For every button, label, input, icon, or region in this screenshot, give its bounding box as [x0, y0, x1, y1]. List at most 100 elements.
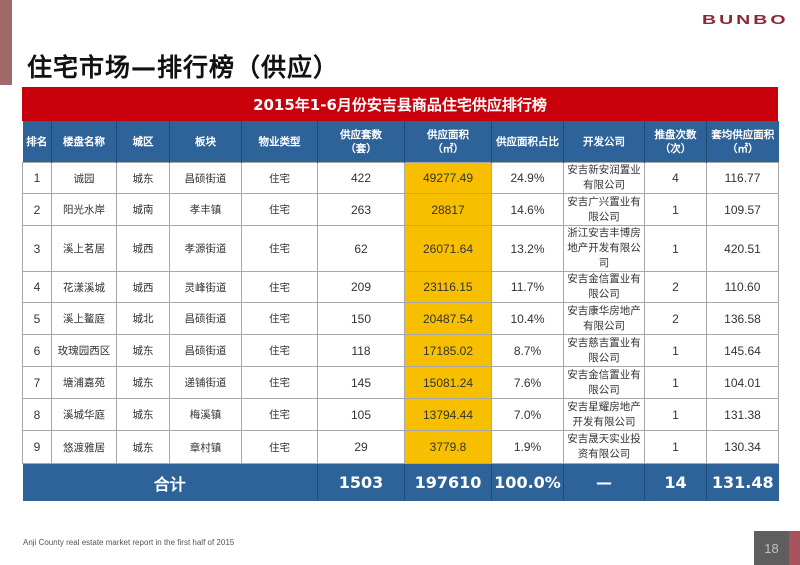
- property-type-cell: 住宅: [241, 430, 318, 464]
- launches-cell: 1: [644, 334, 707, 367]
- total-row: 合计 1503 197610 100.0% — 14 131.48: [22, 463, 779, 501]
- units-cell: 209: [317, 271, 405, 303]
- property-type-cell: 住宅: [241, 225, 318, 272]
- column-header: 供应面积 （㎡）: [404, 121, 492, 163]
- total-avg-area: 131.48: [706, 463, 779, 501]
- launches-cell: 1: [644, 430, 707, 464]
- rank-cell: 9: [22, 430, 52, 464]
- project-name-cell: 塘浦嘉苑: [51, 366, 117, 399]
- rank-cell: 5: [22, 302, 52, 335]
- column-header-unit: （㎡）: [432, 142, 464, 155]
- supply-area-cell: 26071.64: [404, 225, 492, 272]
- decorative-page-bar: [789, 531, 800, 565]
- project-name-cell: 溪城华庭: [51, 398, 117, 431]
- column-header-label: 推盘次数: [654, 128, 697, 141]
- developer-cell: 安吉金信置业有限公司: [563, 271, 645, 303]
- district-cell: 城东: [116, 162, 170, 194]
- column-header: 物业类型: [241, 121, 318, 163]
- project-name-cell: 溪上鳌庭: [51, 302, 117, 335]
- total-units: 1503: [317, 463, 405, 501]
- launches-cell: 1: [644, 398, 707, 431]
- supply-area-cell: 3779.8: [404, 430, 492, 464]
- avg-area-cell: 136.58: [706, 302, 779, 335]
- launches-cell: 4: [644, 162, 707, 194]
- table-row: 2 阳光水岸 城南 孝丰镇 住宅 263 28817 14.6% 安吉广兴置业有限公司 1 109.…: [22, 193, 779, 226]
- project-name-cell: 诚园: [51, 162, 117, 194]
- share-cell: 24.9%: [491, 162, 564, 194]
- table-row: 1 诚园 城东 昌硕街道 住宅 422 49277.49 24.9% 安吉新安润置业有限公司 4 1…: [22, 162, 779, 194]
- block-cell: 昌硕街道: [169, 302, 242, 335]
- total-label: 合计: [22, 463, 318, 501]
- avg-area-cell: 420.51: [706, 225, 779, 272]
- share-cell: 7.0%: [491, 398, 564, 431]
- column-header-label: 开发公司: [583, 135, 625, 148]
- table-row: 4 花漾溪城 城西 灵峰街道 住宅 209 23116.15 11.7% 安吉金信置业有限公司 2…: [22, 271, 779, 303]
- developer-cell: 安吉广兴置业有限公司: [563, 193, 645, 226]
- avg-area-cell: 110.60: [706, 271, 779, 303]
- brand-logo: BUNBO: [702, 12, 789, 27]
- developer-cell: 安吉慈吉置业有限公司: [563, 334, 645, 367]
- property-type-cell: 住宅: [241, 271, 318, 303]
- avg-area-cell: 130.34: [706, 430, 779, 464]
- district-cell: 城南: [116, 193, 170, 226]
- total-share: 100.0%: [491, 463, 564, 501]
- supply-area-cell: 20487.54: [404, 302, 492, 335]
- developer-cell: 安吉星耀房地产开发有限公司: [563, 398, 645, 431]
- column-header: 供应面积占比: [491, 121, 564, 163]
- share-cell: 11.7%: [491, 271, 564, 303]
- block-cell: 孝丰镇: [169, 193, 242, 226]
- block-cell: 孝源街道: [169, 225, 242, 272]
- district-cell: 城东: [116, 334, 170, 367]
- share-cell: 10.4%: [491, 302, 564, 335]
- column-header-label: 城区: [132, 135, 154, 148]
- column-header: 开发公司: [563, 121, 645, 163]
- property-type-cell: 住宅: [241, 334, 318, 367]
- units-cell: 263: [317, 193, 405, 226]
- rank-cell: 8: [22, 398, 52, 431]
- table-title: 2015年1-6月份安吉县商品住宅供应排行榜: [22, 87, 778, 121]
- column-header-label: 供应面积: [427, 128, 469, 141]
- launches-cell: 1: [644, 225, 707, 272]
- table-row: 6 玫瑰园西区 城东 昌硕街道 住宅 118 17185.02 8.7% 安吉慈吉置业有限公司 1…: [22, 334, 779, 367]
- district-cell: 城西: [116, 271, 170, 303]
- rank-cell: 1: [22, 162, 52, 194]
- district-cell: 城东: [116, 366, 170, 399]
- property-type-cell: 住宅: [241, 366, 318, 399]
- column-header-label: 物业类型: [258, 135, 301, 148]
- units-cell: 62: [317, 225, 405, 272]
- block-cell: 章村镇: [169, 430, 242, 464]
- developer-cell: 安吉新安润置业有限公司: [563, 162, 645, 194]
- supply-area-cell: 23116.15: [404, 271, 492, 303]
- share-cell: 8.7%: [491, 334, 564, 367]
- property-type-cell: 住宅: [241, 302, 318, 335]
- block-cell: 递铺街道: [169, 366, 242, 399]
- project-name-cell: 玫瑰园西区: [51, 334, 117, 367]
- column-header-label: 排名: [26, 135, 48, 148]
- developer-cell: 安吉晟天实业投资有限公司: [563, 430, 645, 464]
- block-cell: 梅溪镇: [169, 398, 242, 431]
- district-cell: 城西: [116, 225, 170, 272]
- developer-cell: 浙江安吉丰博房地产开发有限公司: [563, 225, 645, 272]
- units-cell: 29: [317, 430, 405, 464]
- column-header-unit: （㎡）: [727, 142, 759, 155]
- supply-area-cell: 49277.49: [404, 162, 492, 194]
- footer-caption: Anji County real estate market report in…: [23, 538, 235, 547]
- supply-area-cell: 13794.44: [404, 398, 492, 431]
- units-cell: 422: [317, 162, 405, 194]
- rank-cell: 3: [22, 225, 52, 272]
- column-header-label: 套均供应面积: [711, 128, 775, 141]
- column-header-label: 供应面积占比: [496, 135, 559, 148]
- block-cell: 昌硕街道: [169, 334, 242, 367]
- district-cell: 城北: [116, 302, 170, 335]
- project-name-cell: 悠渡雅居: [51, 430, 117, 464]
- share-cell: 14.6%: [491, 193, 564, 226]
- launches-cell: 2: [644, 271, 707, 303]
- units-cell: 145: [317, 366, 405, 399]
- total-launches: 14: [644, 463, 707, 501]
- block-cell: 昌硕街道: [169, 162, 242, 194]
- district-cell: 城东: [116, 398, 170, 431]
- supply-area-cell: 15081.24: [404, 366, 492, 399]
- supply-area-cell: 28817: [404, 193, 492, 226]
- avg-area-cell: 109.57: [706, 193, 779, 226]
- column-header: 供应套数 （套）: [317, 121, 405, 163]
